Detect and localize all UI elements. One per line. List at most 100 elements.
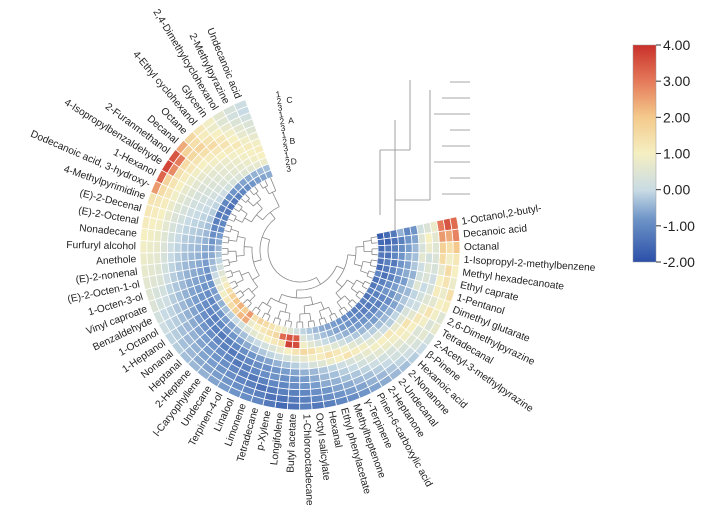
dendrogram-branch (336, 301, 343, 309)
dendrogram-branch (264, 186, 270, 195)
dendrogram-branch (370, 236, 377, 239)
dendrogram-branch (242, 299, 248, 304)
heat-cell (299, 334, 308, 343)
dendrogram-branch (356, 279, 364, 285)
dendrogram-branch (267, 315, 271, 322)
heat-cell (180, 242, 189, 253)
row-label: 1-Octanol,2-butyl- (461, 203, 543, 228)
dendrogram-branch (230, 270, 234, 276)
dendrogram-branch (353, 246, 357, 265)
heat-cell (201, 236, 210, 246)
column-label: 3 (277, 102, 283, 113)
dendrogram-branch (371, 259, 378, 262)
dendrogram-branch (256, 214, 263, 221)
heat-cell (424, 252, 434, 264)
dendrogram-branch (309, 313, 312, 322)
dendrogram-branch (316, 277, 321, 285)
heat-cell (397, 235, 406, 246)
heat-cell (194, 251, 203, 261)
dendrogram-branch (259, 183, 264, 189)
colorbar: 4.00 3.00 2.00 1.00 0.00 -1.00 -2.00 (632, 37, 695, 270)
dendrogram-branch (347, 279, 355, 285)
dendrogram-branch (360, 270, 369, 274)
heat-cell (432, 241, 440, 254)
dendrogram-branch (366, 275, 373, 279)
heat-cell (160, 241, 168, 253)
heat-cell (207, 251, 216, 260)
row-labels: 1-Octanol,2-butyl-Decanoic acidOctanal1-… (29, 7, 596, 506)
dendrogram-branch (241, 271, 249, 276)
dendrogram-branch (231, 270, 240, 274)
heat-cell (425, 242, 434, 254)
column-label: 3 (280, 123, 286, 134)
dendrogram-branch (350, 288, 358, 294)
dendrogram-branch (266, 297, 272, 305)
column-group-label: A (288, 115, 295, 125)
dendrogram-branch (247, 200, 254, 207)
heat-cell (438, 252, 447, 266)
dendrogram-branch (363, 241, 365, 252)
heat-cell (305, 326, 314, 336)
dendrogram-branch (229, 260, 238, 263)
dendrogram-branch (335, 279, 348, 294)
dendrogram-branch (225, 270, 232, 273)
dendrogram-branch (318, 319, 322, 326)
dendrogram-branch (363, 240, 372, 242)
heat-cell (290, 361, 301, 370)
dendrogram-branch (361, 281, 366, 287)
heat-cell (397, 243, 406, 253)
dendrogram-branch (303, 305, 306, 314)
dendrogram-branch (285, 320, 292, 322)
heat-cell (404, 252, 413, 262)
heat-cell (452, 240, 461, 255)
heat-cell (292, 334, 301, 343)
column-label: 1 (281, 129, 287, 140)
colorbar-tick-label: -1.00 (663, 218, 695, 234)
dendrogram-branch (247, 302, 252, 308)
dendrogram-branch (229, 280, 236, 284)
dendrogram-branch (253, 259, 262, 263)
dendrogram-branch (284, 320, 287, 327)
heat-cell (291, 347, 301, 356)
dendrogram-branch (318, 310, 323, 319)
dendrogram-branch (230, 213, 237, 217)
dendrogram-branch (234, 280, 238, 287)
dendrogram-branch (351, 299, 357, 304)
dendrogram-branch (368, 270, 375, 274)
dendrogram-branch (245, 194, 250, 199)
heat-cell (411, 252, 420, 263)
dendrogram-branch (370, 237, 373, 244)
dendrogram-branch (256, 309, 261, 316)
heat-cell (146, 252, 155, 266)
dendrogram-branch (264, 180, 269, 186)
heat-cell (299, 388, 312, 397)
heat-cell (187, 251, 196, 262)
dendrogram-branch (347, 299, 353, 304)
dendrogram-branch (336, 265, 345, 270)
row-label: Octanal (464, 242, 499, 254)
column-label: 2 (282, 136, 288, 147)
dendrogram-branch (277, 310, 281, 319)
column-group-label: C (286, 95, 293, 105)
heat-cell (166, 241, 175, 253)
dendrogram-branch (223, 235, 230, 238)
heat-cell (383, 237, 392, 246)
column-label: 3 (283, 143, 289, 154)
dendrogram-branch (272, 317, 276, 324)
dendrogram-branch (236, 254, 245, 257)
dendrogram-branch (226, 224, 233, 228)
dendrogram-branch (232, 285, 238, 290)
dendrogram-branch (239, 270, 244, 280)
row-label: Nonadecane (79, 223, 138, 240)
heat-cell (264, 169, 274, 180)
heat-cell (153, 252, 162, 265)
dendrogram-branch (366, 270, 370, 277)
dendrogram-branch (343, 306, 348, 313)
dendrogram-branch (354, 263, 363, 267)
dendrogram-branch (257, 301, 264, 309)
dendrogram-branch (251, 306, 257, 312)
heat-cell (299, 402, 313, 411)
heat-cell (290, 354, 301, 363)
dendrogram-branch (329, 315, 333, 322)
